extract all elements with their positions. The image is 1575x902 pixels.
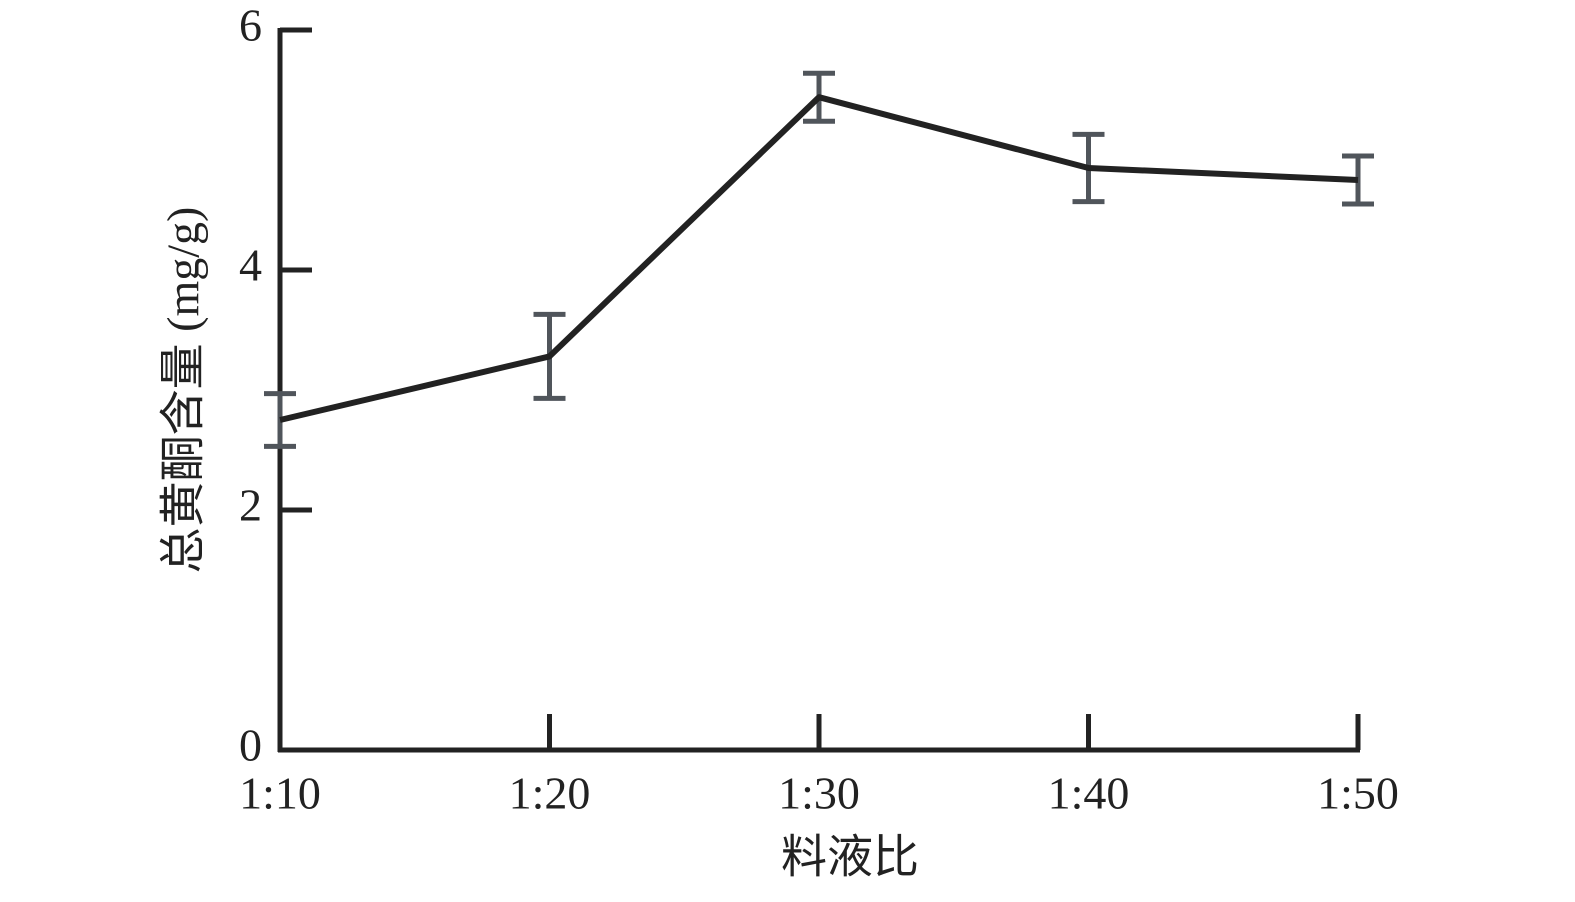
x-tick-label: 1:40 <box>1048 768 1130 819</box>
x-tick-label: 1:30 <box>778 768 860 819</box>
line <box>279 94 1359 423</box>
y-tick-label: 2 <box>239 480 262 531</box>
y-tick-label: 0 <box>239 720 262 771</box>
x-tick-label: 1:10 <box>239 768 321 819</box>
y-tick-label: 4 <box>239 240 262 291</box>
y-axis-label: 总黄酮含量 (mg/g) <box>158 207 209 574</box>
y-tick-label: 6 <box>239 0 262 51</box>
x-axis-label: 料液比 <box>781 832 919 883</box>
x-tick-label: 1:20 <box>509 768 591 819</box>
x-tick-label: 1:50 <box>1317 768 1399 819</box>
